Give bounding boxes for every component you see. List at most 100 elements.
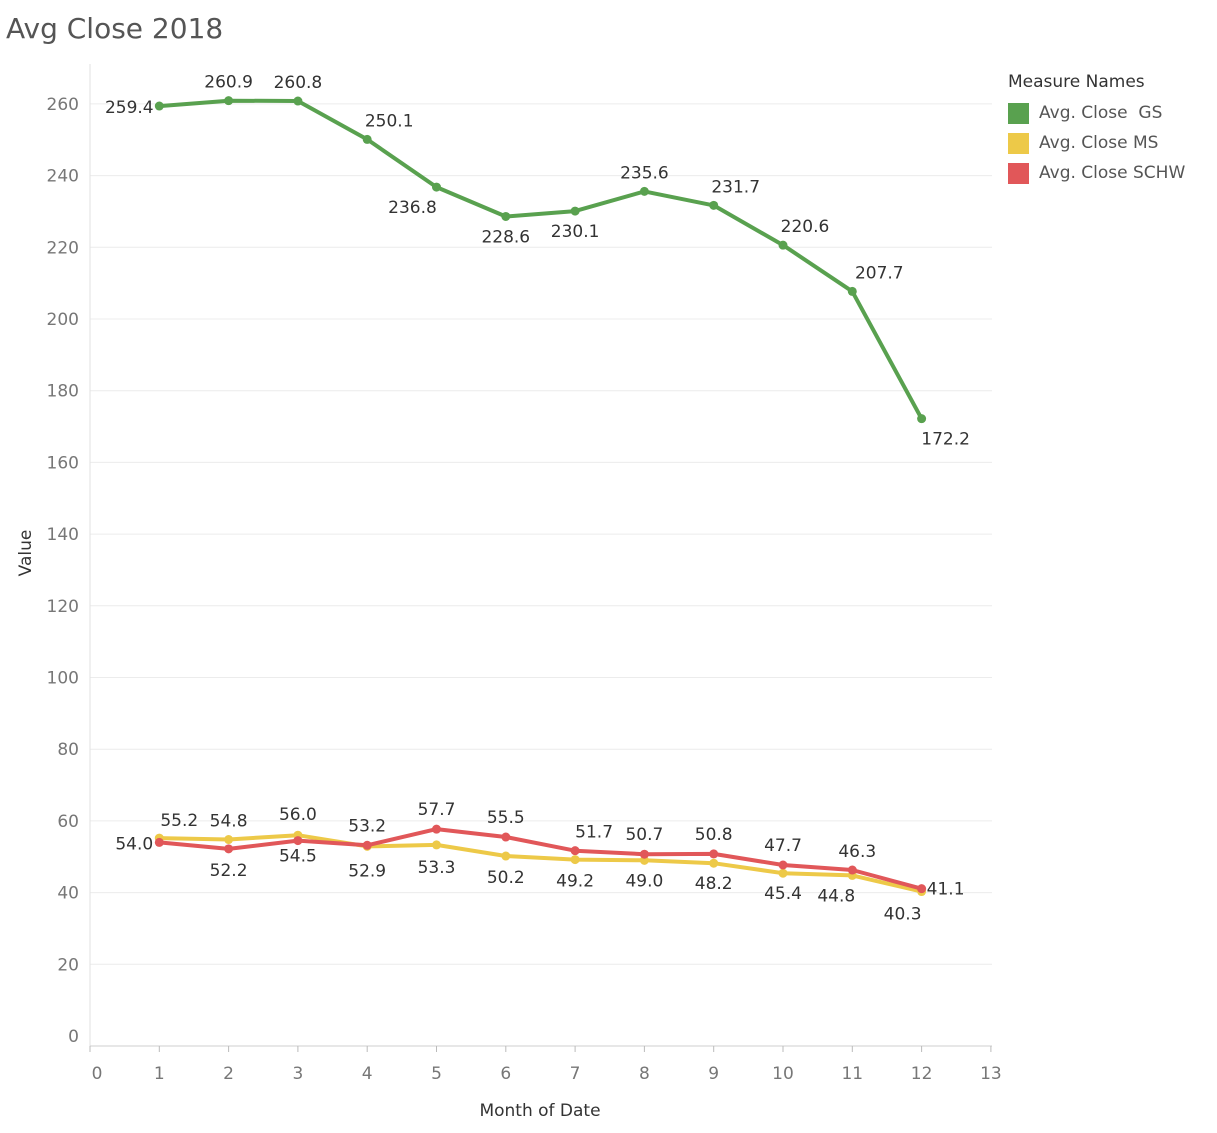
data-point [432, 840, 441, 850]
data-label: 250.1 [365, 111, 414, 131]
x-tick-label: 7 [570, 1064, 581, 1084]
data-label: 44.8 [817, 886, 855, 906]
y-tick-label: 20 [57, 955, 79, 975]
data-point [847, 286, 857, 296]
data-label: 55.2 [160, 811, 198, 831]
data-point [778, 868, 788, 878]
data-point [224, 96, 234, 106]
data-label: 57.7 [418, 800, 456, 820]
y-tick-label: 200 [47, 310, 79, 330]
data-point [293, 96, 303, 106]
data-label: 54.8 [210, 812, 248, 832]
y-tick-label: 260 [47, 95, 79, 115]
legend-label-schw: Avg. Close SCHW [1039, 163, 1186, 183]
legend-item-schw[interactable]: Avg. Close SCHW [1008, 158, 1185, 188]
data-labels: 259.4 260.9 260.8 250.1 236.8 228.6 230.1 235.6… [105, 73, 970, 925]
data-label: 260.9 [204, 73, 253, 93]
data-label: 259.4 [105, 98, 154, 118]
data-label: 40.3 [884, 905, 922, 925]
y-tick-label: 0 [68, 1027, 79, 1047]
data-point [154, 101, 164, 111]
data-label: 53.2 [348, 816, 386, 836]
x-tick-label: 13 [980, 1064, 1002, 1084]
x-tick-label: 6 [500, 1064, 511, 1084]
data-label: 51.7 [575, 823, 613, 843]
series-line [157, 833, 924, 894]
data-label: 220.6 [781, 217, 830, 237]
legend-swatch-gs [1008, 102, 1029, 124]
data-label: 55.5 [487, 808, 525, 828]
x-tick-label: 3 [292, 1064, 303, 1084]
y-tick-label: 40 [57, 884, 79, 904]
data-point [778, 860, 788, 870]
data-label: 52.2 [210, 861, 248, 881]
x-tick-label: 1 [154, 1064, 165, 1084]
data-point [362, 840, 372, 850]
data-label: 54.5 [279, 847, 317, 867]
data-point [570, 846, 580, 856]
data-point [293, 836, 303, 846]
data-point [778, 240, 788, 250]
data-label: 50.7 [625, 825, 663, 845]
x-tick-label: 12 [911, 1064, 933, 1084]
data-point [501, 832, 511, 842]
x-tick-label: 0 [92, 1064, 103, 1084]
y-tick-label: 60 [57, 812, 79, 832]
x-tick-label: 11 [841, 1064, 863, 1084]
x-tick-label: 9 [708, 1064, 719, 1084]
data-point [709, 849, 719, 859]
gridlines [90, 103, 992, 965]
data-label: 49.0 [625, 871, 663, 891]
x-tick-label: 4 [362, 1064, 373, 1084]
data-label: 172.2 [921, 430, 970, 450]
data-point [639, 849, 649, 859]
series-line [157, 98, 924, 421]
data-point [501, 851, 511, 861]
y-tick-label: 140 [47, 525, 79, 545]
data-point [639, 186, 649, 196]
data-label: 47.7 [764, 836, 802, 856]
data-label: 48.2 [695, 874, 733, 894]
data-label: 236.8 [388, 198, 437, 218]
series-line [157, 827, 924, 891]
data-label: 50.8 [695, 825, 733, 845]
data-point [224, 844, 234, 854]
data-label: 56.0 [279, 805, 317, 825]
data-label: 45.4 [764, 884, 802, 904]
data-point [432, 824, 441, 834]
legend: Measure Names Avg. Close GS Avg. Close M… [1008, 72, 1185, 188]
x-tick-label: 5 [431, 1064, 442, 1084]
data-label: 49.2 [556, 872, 594, 892]
data-point [224, 835, 234, 845]
legend-item-gs[interactable]: Avg. Close GS [1008, 98, 1185, 128]
chart-title: Avg Close 2018 [6, 12, 224, 45]
x-tick-label: 10 [772, 1064, 794, 1084]
data-label: 207.7 [855, 263, 904, 283]
legend-swatch-schw [1008, 162, 1029, 184]
data-label: 54.0 [115, 834, 153, 854]
y-tick-label: 180 [47, 382, 79, 402]
data-point [847, 865, 857, 875]
data-label: 52.9 [348, 861, 386, 881]
data-point [709, 200, 719, 210]
data-label: 53.3 [418, 858, 456, 878]
legend-label-ms: Avg. Close MS [1039, 133, 1159, 153]
data-label: 46.3 [838, 842, 876, 862]
legend-title: Measure Names [1008, 72, 1145, 92]
legend-item-ms[interactable]: Avg. Close MS [1008, 128, 1185, 158]
x-axis-title: Month of Date [479, 1101, 600, 1121]
y-axis-title: Value [16, 530, 36, 577]
data-point [917, 414, 927, 424]
legend-label-gs: Avg. Close GS [1039, 103, 1163, 123]
x-tick-label: 8 [639, 1064, 650, 1084]
data-point [432, 182, 441, 192]
legend-swatch-ms [1008, 132, 1029, 154]
y-tick-label: 80 [57, 740, 79, 760]
data-point [501, 211, 511, 221]
x-tick-label: 2 [223, 1064, 234, 1084]
data-point [154, 837, 164, 847]
data-point [709, 858, 719, 868]
data-label: 235.6 [620, 163, 669, 183]
